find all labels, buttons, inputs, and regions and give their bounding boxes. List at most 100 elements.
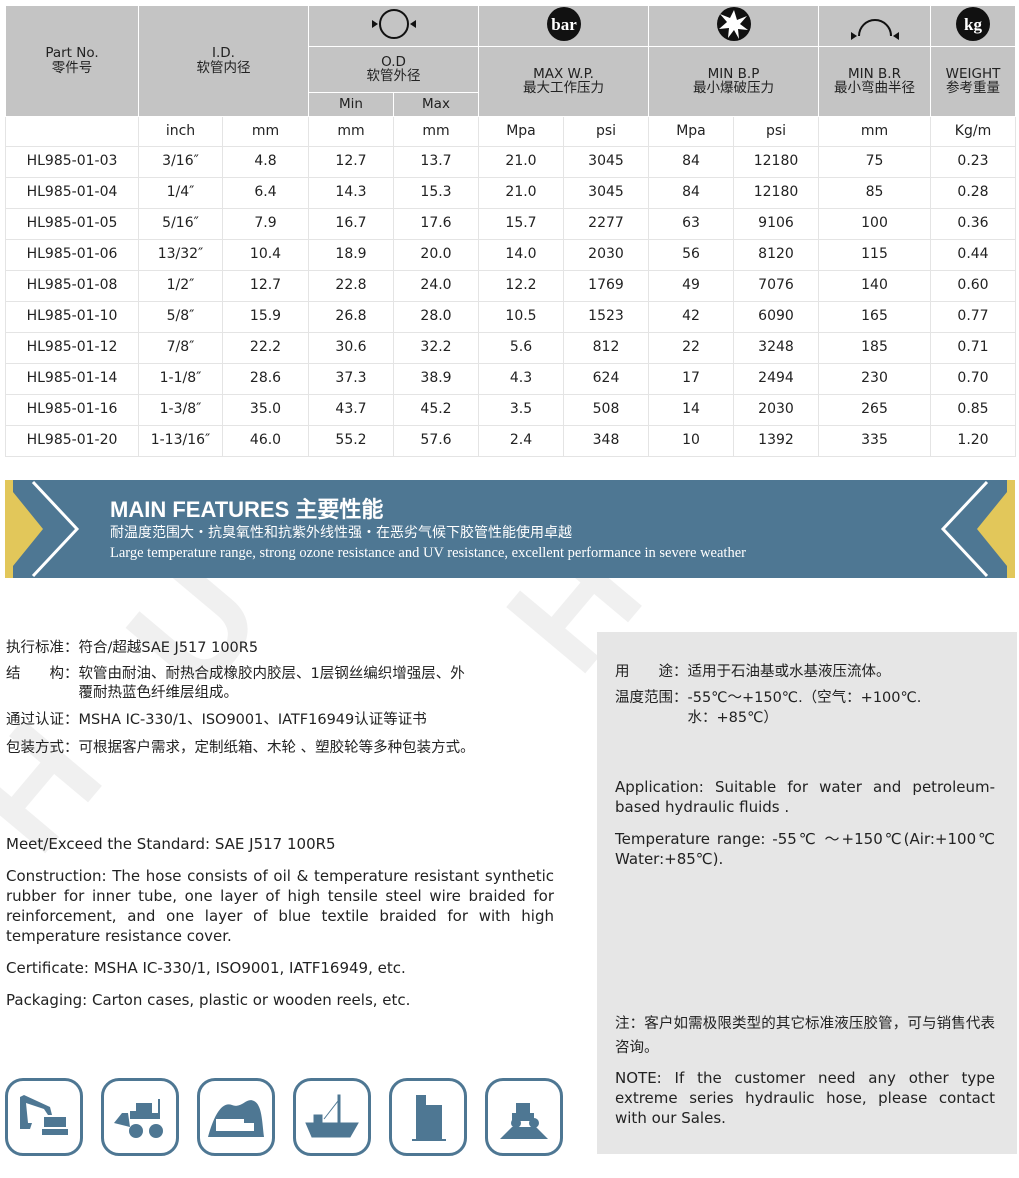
value-cell: 14.0 bbox=[478, 238, 564, 271]
value-cell: 75 bbox=[818, 145, 931, 178]
svg-text:kg: kg bbox=[964, 15, 982, 34]
value-cell: 28.6 bbox=[222, 362, 309, 395]
value-cell: 2494 bbox=[733, 362, 819, 395]
value-cell: 3.5 bbox=[478, 393, 564, 426]
table-row: HL985-01-08 1/2″ 12.7 22.8 24.0 12.2 1769 49 707… bbox=[5, 269, 1016, 302]
right-info-panel: 用 途：适用于石油基或水基液压流体。 温度范围：-55℃～+150℃.（空气：+… bbox=[597, 632, 1017, 1154]
value-cell: 4.8 bbox=[222, 145, 309, 178]
value-cell: 85 bbox=[818, 176, 931, 209]
value-cell: 2030 bbox=[563, 238, 649, 271]
application-icons bbox=[5, 1078, 563, 1156]
value-cell: 22 bbox=[648, 331, 734, 364]
value-cell: 624 bbox=[563, 362, 649, 395]
value-cell: 35.0 bbox=[222, 393, 309, 426]
value-cell: 28.0 bbox=[393, 300, 479, 333]
value-cell: 84 bbox=[648, 145, 734, 178]
value-cell: 265 bbox=[818, 393, 931, 426]
value-cell: 46.0 bbox=[222, 424, 309, 457]
value-cell: 1/4″ bbox=[138, 176, 223, 209]
value-cell: 12.7 bbox=[308, 145, 394, 178]
part-number-cell: HL985-01-08 bbox=[5, 269, 139, 302]
ship-icon bbox=[293, 1078, 371, 1156]
excavator-icon bbox=[5, 1078, 83, 1156]
unit-cell: psi bbox=[733, 115, 819, 147]
unit-cell: Mpa bbox=[478, 115, 564, 147]
svg-text:bar: bar bbox=[551, 15, 577, 34]
value-cell: 3248 bbox=[733, 331, 819, 364]
mining-truck-icon bbox=[197, 1078, 275, 1156]
unit-cell: mm bbox=[308, 115, 394, 147]
value-cell: 22.8 bbox=[308, 269, 394, 302]
part-number-cell: HL985-01-05 bbox=[5, 207, 139, 240]
value-cell: 20.0 bbox=[393, 238, 479, 271]
table-row: HL985-01-20 1-13/16″ 46.0 55.2 57.6 2.4 348 10 1… bbox=[5, 424, 1016, 457]
value-cell: 3045 bbox=[563, 145, 649, 178]
part-number-cell: HL985-01-04 bbox=[5, 176, 139, 209]
main-features-banner: MAIN FEATURES 主要性能 耐温度范围大・抗臭氧性和抗紫外线性强・在恶… bbox=[5, 480, 1015, 578]
unit-cell: Kg/m bbox=[930, 115, 1016, 147]
value-cell: 2.4 bbox=[478, 424, 564, 457]
value-cell: 12.2 bbox=[478, 269, 564, 302]
value-cell: 6.4 bbox=[222, 176, 309, 209]
value-cell: 140 bbox=[818, 269, 931, 302]
value-cell: 7076 bbox=[733, 269, 819, 302]
od-icon bbox=[308, 5, 479, 47]
value-cell: 5.6 bbox=[478, 331, 564, 364]
table-row: HL985-01-06 13/32″ 10.4 18.9 20.0 14.0 2030 56 8… bbox=[5, 238, 1016, 271]
value-cell: 812 bbox=[563, 331, 649, 364]
header-part: Part No. 零件号 bbox=[5, 5, 139, 117]
value-cell: 45.2 bbox=[393, 393, 479, 426]
value-cell: 3/16″ bbox=[138, 145, 223, 178]
value-cell: 26.8 bbox=[308, 300, 394, 333]
value-cell: 1.20 bbox=[930, 424, 1016, 457]
value-cell: 115 bbox=[818, 238, 931, 271]
value-cell: 1/2″ bbox=[138, 269, 223, 302]
value-cell: 9106 bbox=[733, 207, 819, 240]
loader-icon bbox=[101, 1078, 179, 1156]
value-cell: 1769 bbox=[563, 269, 649, 302]
building-icon bbox=[389, 1078, 467, 1156]
banner-subtitle-en: Large temperature range, strong ozone re… bbox=[110, 545, 746, 561]
value-cell: 10.5 bbox=[478, 300, 564, 333]
unit-cell: mm bbox=[393, 115, 479, 147]
value-cell: 49 bbox=[648, 269, 734, 302]
table-row: HL985-01-14 1-1/8″ 28.6 37.3 38.9 4.3 624 17 249… bbox=[5, 362, 1016, 395]
value-cell: 37.3 bbox=[308, 362, 394, 395]
value-cell: 13/32″ bbox=[138, 238, 223, 271]
value-cell: 32.2 bbox=[393, 331, 479, 364]
value-cell: 21.0 bbox=[478, 145, 564, 178]
header-od-max: Max bbox=[393, 91, 479, 117]
value-cell: 508 bbox=[563, 393, 649, 426]
value-cell: 8120 bbox=[733, 238, 819, 271]
value-cell: 0.85 bbox=[930, 393, 1016, 426]
value-cell: 1-3/8″ bbox=[138, 393, 223, 426]
left-en-text: Meet/Exceed the Standard: SAE J517 100R5… bbox=[6, 835, 554, 1009]
value-cell: 14 bbox=[648, 393, 734, 426]
part-number-cell: HL985-01-03 bbox=[5, 145, 139, 178]
value-cell: 0.36 bbox=[930, 207, 1016, 240]
value-cell: 57.6 bbox=[393, 424, 479, 457]
header-bp: MIN B.P 最小爆破压力 bbox=[648, 45, 819, 117]
part-number-cell: HL985-01-14 bbox=[5, 362, 139, 395]
header-weight: WEIGHT 参考重量 bbox=[930, 45, 1016, 117]
value-cell: 6090 bbox=[733, 300, 819, 333]
part-number-cell: HL985-01-12 bbox=[5, 331, 139, 364]
value-cell: 10.4 bbox=[222, 238, 309, 271]
table-row: HL985-01-05 5/16″ 7.9 16.7 17.6 15.7 2277 63 910… bbox=[5, 207, 1016, 240]
value-cell: 17 bbox=[648, 362, 734, 395]
value-cell: 16.7 bbox=[308, 207, 394, 240]
value-cell: 12.7 bbox=[222, 269, 309, 302]
value-cell: 348 bbox=[563, 424, 649, 457]
kg-icon: kg bbox=[930, 5, 1016, 47]
value-cell: 0.44 bbox=[930, 238, 1016, 271]
spec-table: Part No. 零件号 I.D. 软管内径 bar kg O.D 软管外径 MAX … bbox=[5, 5, 1016, 457]
value-cell: 14.3 bbox=[308, 176, 394, 209]
value-cell: 0.70 bbox=[930, 362, 1016, 395]
value-cell: 0.60 bbox=[930, 269, 1016, 302]
value-cell: 1523 bbox=[563, 300, 649, 333]
banner-subtitle-cn: 耐温度范围大・抗臭氧性和抗紫外线性强・在恶劣气候下胶管性能使用卓越 bbox=[110, 525, 572, 541]
header-od: O.D 软管外径 bbox=[308, 45, 479, 93]
value-cell: 38.9 bbox=[393, 362, 479, 395]
value-cell: 7.9 bbox=[222, 207, 309, 240]
value-cell: 2277 bbox=[563, 207, 649, 240]
